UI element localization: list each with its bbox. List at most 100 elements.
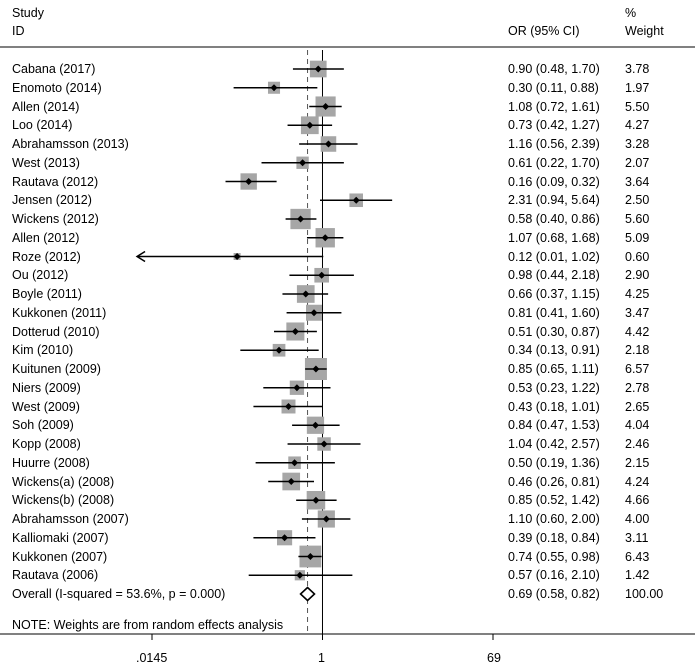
study-label: West (2009): [12, 399, 80, 414]
point-estimate: [287, 478, 295, 485]
study-weight: 5.50: [625, 99, 650, 114]
study-label: Kuitunen (2009): [12, 362, 101, 376]
study-label: Niers (2009): [12, 380, 81, 395]
study-or-ci: 0.66 (0.37, 1.15): [508, 287, 600, 301]
id-header: ID: [12, 24, 25, 38]
point-estimate: [302, 290, 310, 298]
point-estimate: [245, 178, 253, 185]
study-weight: 3.64: [625, 174, 650, 189]
point-estimate: [291, 459, 299, 467]
study-label: Abrahamsson (2007): [12, 512, 129, 526]
study-label: Allen (2014): [12, 99, 80, 114]
study-label: Soh (2009): [12, 418, 74, 433]
point-estimate: [281, 534, 289, 542]
point-estimate: [322, 515, 330, 523]
study-or-ci: 0.46 (0.26, 0.81): [508, 474, 600, 489]
study-weight: 4.42: [625, 324, 650, 339]
overall-weight: 100.00: [625, 587, 664, 601]
point-estimate: [312, 365, 320, 373]
study-label: Enomoto (2014): [12, 80, 102, 95]
ci-arrow-left: [135, 250, 146, 263]
study-or-ci: 0.58 (0.40, 0.86): [508, 212, 600, 226]
study-label: Jensen (2012): [12, 193, 92, 208]
study-weight: 2.78: [625, 380, 650, 395]
point-estimate: [270, 84, 278, 92]
study-or-ci: 0.12 (0.01, 1.02): [508, 249, 600, 264]
study-label: Allen (2012): [12, 230, 80, 245]
point-estimate: [321, 234, 329, 242]
study-label: Abrahamsson (2013): [12, 137, 129, 151]
study-label: Wickens (2012): [12, 212, 99, 226]
study-label: Cabana (2017): [12, 62, 96, 76]
study-label: West (2013): [12, 155, 80, 170]
study-weight: 3.78: [625, 62, 650, 76]
study-weight: 2.15: [625, 455, 650, 470]
study-label: Rautava (2012): [12, 174, 99, 189]
study-weight: 3.11: [625, 530, 649, 545]
study-or-ci: 0.84 (0.47, 1.53): [508, 418, 600, 433]
study-label: Roze (2012): [12, 249, 81, 264]
study-or-ci: 1.08 (0.72, 1.61): [508, 99, 600, 114]
study-or-ci: 0.81 (0.41, 1.60): [508, 305, 600, 320]
study-label: Kopp (2008): [12, 437, 81, 451]
point-estimate: [306, 553, 314, 560]
study-or-ci: 0.50 (0.19, 1.36): [508, 455, 600, 470]
study-label: Kukkonen (2007): [12, 549, 108, 564]
point-estimate: [297, 215, 305, 223]
study-or-ci: 0.34 (0.13, 0.91): [508, 343, 600, 358]
study-weight: 4.24: [625, 474, 650, 489]
study-weight: 1.97: [625, 80, 650, 95]
study-label: Kim (2010): [12, 343, 74, 358]
note-text: NOTE: Weights are from random effects an…: [12, 618, 284, 632]
point-estimate: [314, 65, 322, 73]
study-or-ci: 0.85 (0.52, 1.42): [508, 493, 600, 508]
study-weight: 6.57: [625, 362, 650, 376]
point-estimate: [296, 571, 304, 579]
study-weight: 2.65: [625, 399, 650, 414]
study-label: Ou (2012): [12, 268, 69, 283]
study-or-ci: 0.16 (0.09, 0.32): [508, 174, 600, 189]
study-label: Kalliomaki (2007): [12, 530, 109, 545]
study-weight: 3.47: [625, 305, 650, 320]
point-estimate: [310, 309, 318, 317]
tick-label-one: 1: [318, 651, 325, 665]
study-or-ci: 0.51 (0.30, 0.87): [508, 324, 600, 339]
point-estimate: [293, 384, 301, 392]
tick-label-min: .0145: [136, 651, 168, 665]
point-estimate: [275, 346, 283, 354]
study-weight: 0.60: [625, 249, 650, 264]
study-weight: 4.25: [625, 287, 650, 301]
or-ci-header: OR (95% CI): [508, 24, 580, 38]
point-estimate: [312, 496, 320, 504]
study-weight: 4.66: [625, 493, 650, 508]
study-or-ci: 0.30 (0.11, 0.88): [508, 80, 599, 95]
study-weight: 4.27: [625, 118, 650, 133]
study-or-ci: 0.43 (0.18, 1.01): [508, 399, 600, 414]
study-label: Kukkonen (2011): [12, 305, 107, 320]
study-or-ci: 0.57 (0.16, 2.10): [508, 568, 600, 583]
study-or-ci: 0.61 (0.22, 1.70): [508, 155, 600, 170]
study-weight: 6.43: [625, 549, 650, 564]
study-or-ci: 1.04 (0.42, 2.57): [508, 437, 600, 451]
study-weight: 5.60: [625, 212, 650, 226]
study-weight: 5.09: [625, 230, 650, 245]
study-label: Dotterud (2010): [12, 324, 100, 339]
point-estimate: [320, 440, 328, 448]
study-label: Loo (2014): [12, 118, 73, 133]
study-or-ci: 1.10 (0.60, 2.00): [508, 512, 600, 526]
study-or-ci: 0.53 (0.23, 1.22): [508, 380, 600, 395]
study-label: Wickens(b) (2008): [12, 493, 115, 508]
point-estimate: [318, 271, 326, 279]
study-weight: 2.90: [625, 268, 650, 283]
study-or-ci: 0.74 (0.55, 0.98): [508, 549, 600, 564]
point-estimate: [285, 403, 293, 410]
study-weight: 4.04: [625, 418, 650, 433]
overall-label: Overall (I-squared = 53.6%, p = 0.000): [12, 587, 226, 601]
study-label: Rautava (2006): [12, 568, 99, 583]
study-weight: 2.50: [625, 193, 650, 208]
point-estimate: [233, 253, 241, 260]
percent-header: %: [625, 6, 637, 20]
study-weight: 2.18: [625, 343, 650, 358]
point-estimate: [311, 421, 319, 429]
